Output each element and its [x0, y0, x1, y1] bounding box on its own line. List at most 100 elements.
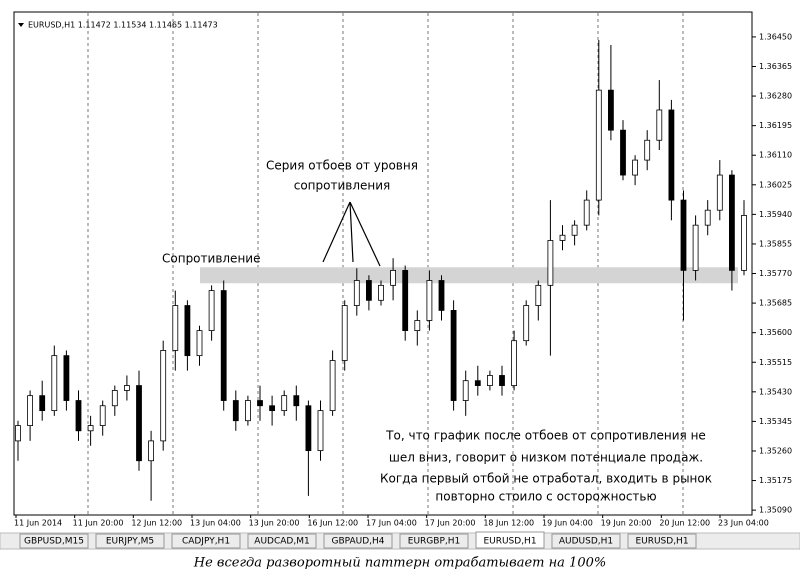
candle-body	[15, 425, 21, 442]
y-tick-label: 1.35940	[759, 210, 792, 219]
y-tick-label: 1.36025	[759, 180, 792, 189]
candle-body	[414, 320, 421, 331]
candle-body	[656, 109, 663, 141]
candle-body	[499, 375, 505, 386]
tab-label[interactable]: EURUSD,H1	[635, 537, 688, 547]
x-tick-label: 11 Jun 20:00	[73, 519, 124, 528]
candle-body	[450, 310, 457, 401]
candle-body	[438, 280, 445, 311]
candle-body	[741, 215, 747, 271]
x-tick-label: 17 Jun 20:00	[425, 519, 476, 528]
tab[interactable]	[95, 533, 165, 549]
candle-body	[269, 405, 276, 412]
candle-body	[281, 395, 288, 412]
x-tick-label: 18 Jun 12:00	[483, 519, 534, 528]
y-tick-label: 1.35770	[759, 269, 792, 278]
candle-body	[535, 284, 542, 306]
candle-body	[474, 380, 481, 386]
candle-body	[232, 400, 239, 422]
y-tick-label: 1.35600	[759, 328, 792, 337]
tab-label[interactable]: EURGBP,H1	[408, 537, 460, 547]
candle-body	[608, 89, 614, 131]
candle-body	[680, 199, 687, 271]
tab-label[interactable]: CADJPY,H1	[182, 537, 230, 547]
x-tick-label: 23 Jun 04:00	[718, 519, 769, 528]
candle-body	[559, 234, 566, 241]
y-tick-label: 1.35090	[759, 506, 792, 515]
candle-body	[668, 109, 675, 201]
candle-body	[595, 89, 602, 201]
x-tick-label: 17 Jun 04:00	[366, 519, 417, 528]
annotation: Сопротивление	[162, 252, 260, 266]
candle-body	[341, 305, 348, 361]
candle-body	[305, 405, 312, 452]
candle-body	[257, 400, 263, 407]
candle-body	[111, 390, 118, 407]
annotation: сопротивления	[294, 179, 391, 193]
candle-body	[99, 405, 106, 426]
tab[interactable]	[399, 533, 469, 549]
tab-label[interactable]: EURUSD,H1	[483, 537, 536, 547]
resistance-band	[200, 267, 738, 284]
tabs: GBPUSD,M15 EURJPY,M5 CADJPY,H1 AUDCAD,M1 GBP…	[19, 531, 697, 549]
tab[interactable]	[627, 533, 697, 549]
candle-body	[27, 395, 34, 426]
menu-triangle	[18, 23, 24, 27]
candle-body	[462, 380, 469, 401]
y-tick-label: 1.35175	[759, 476, 792, 485]
tab-label[interactable]: AUDUSD,H1	[559, 537, 613, 547]
annotation: повторно стоило с осторожностью	[435, 490, 656, 504]
candle-body	[390, 269, 397, 286]
y-tick-label: 1.36280	[759, 92, 792, 101]
candle-body	[523, 305, 530, 342]
y-tick-label: 1.36365	[759, 62, 792, 71]
x-tick-label: 16 Jun 12:00	[307, 519, 358, 528]
candle-body	[329, 360, 336, 412]
tab[interactable]	[19, 533, 89, 549]
candle-body	[293, 395, 300, 407]
candle-body	[729, 174, 735, 271]
tab-label[interactable]: AUDCAD,M1	[254, 537, 309, 547]
candle-body	[136, 385, 142, 462]
candle-body	[220, 290, 227, 401]
candle-body	[124, 385, 130, 391]
candle-body	[353, 280, 360, 306]
x-tick-label: 13 Jun 04:00	[190, 519, 241, 528]
y-tick-label: 1.35685	[759, 299, 792, 308]
y-tick-label: 1.36195	[759, 121, 792, 130]
candle-body	[547, 240, 554, 286]
candle-body	[583, 199, 590, 226]
candle-body	[644, 139, 651, 161]
y-tick-label: 1.35515	[759, 358, 792, 367]
y-tick-label: 1.35855	[759, 239, 792, 248]
tab[interactable]	[247, 533, 317, 549]
candle-body	[39, 395, 46, 412]
candle-body	[196, 330, 203, 357]
tab-label[interactable]: EURJPY,M5	[106, 537, 154, 547]
candle-body	[317, 410, 324, 452]
y-tick-label: 1.35430	[759, 387, 792, 396]
annotation: То, что график после отбоев от сопротивл…	[385, 429, 706, 443]
y-tick-label: 1.35260	[759, 446, 792, 455]
candle-body	[244, 400, 251, 422]
tab-label[interactable]: GBPUSD,M15	[24, 537, 84, 547]
candle-body	[426, 280, 433, 321]
x-tick-label: 20 Jun 12:00	[659, 519, 710, 528]
candle-body	[184, 305, 191, 357]
annotation: Серия отбоев от уровня	[266, 159, 418, 173]
tab[interactable]	[171, 533, 241, 549]
tab[interactable]	[551, 533, 621, 549]
candle-body	[208, 290, 215, 331]
y-tick-label: 1.36450	[759, 32, 792, 41]
candle-body	[704, 209, 711, 226]
annotation: Когда первый отбой не отработал, входить…	[380, 472, 712, 486]
candle-body	[378, 284, 384, 301]
candle-body	[63, 355, 70, 401]
tab-label[interactable]: GBPAUD,H4	[331, 537, 384, 547]
tab[interactable]	[475, 531, 545, 549]
chart-header: EURUSD,H1 1.11472 1.11534 1.11465 1.1147…	[28, 21, 218, 30]
candle-body	[75, 400, 82, 432]
tab[interactable]	[323, 533, 393, 549]
arrows	[322, 201, 381, 267]
